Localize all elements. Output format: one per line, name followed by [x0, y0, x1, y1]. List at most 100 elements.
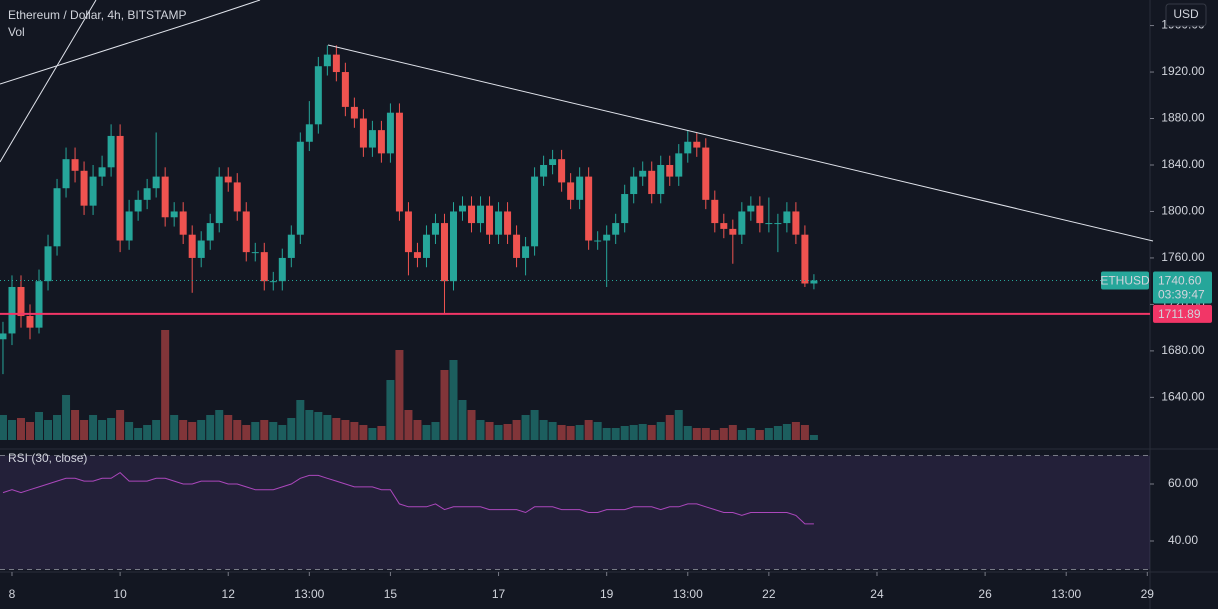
volume-bar	[161, 330, 170, 440]
candle-body	[801, 234, 809, 284]
candle-body	[621, 194, 629, 224]
volume-bar	[629, 425, 638, 440]
volume-bar	[746, 428, 755, 440]
candle-body	[477, 205, 485, 224]
volume-bar	[593, 422, 602, 440]
volume-bar	[260, 420, 269, 440]
candle-body	[783, 211, 791, 224]
candle-body	[224, 176, 232, 183]
volume-bar	[71, 410, 80, 440]
y-tick-label: 1640.00	[1161, 390, 1205, 404]
level-label: 1711.89	[1158, 307, 1201, 321]
candle-body	[558, 159, 566, 183]
y-tick-label: 1840.00	[1161, 157, 1205, 171]
volume-bar	[476, 420, 485, 440]
candle-body	[296, 141, 304, 235]
x-tick-label: 19	[600, 587, 614, 601]
candle-body	[540, 164, 548, 177]
volume-bar	[89, 415, 98, 440]
candle-body	[711, 199, 719, 224]
candle-body	[125, 211, 133, 241]
candle-body	[747, 205, 755, 212]
volume-bar	[53, 415, 62, 440]
volume-bar	[683, 426, 692, 440]
trend-line	[0, 0, 97, 163]
x-tick-label: 10	[113, 587, 127, 601]
candle-body	[98, 167, 106, 177]
x-tick-label: 8	[9, 587, 16, 601]
volume-bar	[701, 428, 710, 440]
volume-bar	[566, 426, 575, 440]
x-tick-label: 13:00	[673, 587, 703, 601]
candle-body	[233, 182, 241, 212]
x-tick-label: 26	[978, 587, 992, 601]
candle-body	[531, 176, 539, 247]
candle-body	[756, 205, 764, 224]
candle-body	[648, 170, 656, 195]
candle-body	[116, 135, 124, 241]
volume-bar	[242, 425, 251, 440]
volume-bar	[368, 428, 377, 440]
volume-bar	[35, 412, 44, 440]
candle-body	[170, 211, 178, 218]
rsi-line	[2, 471, 814, 525]
y-tick-label: 1680.00	[1161, 343, 1205, 357]
volume-bar	[143, 425, 152, 440]
candle-body	[395, 112, 403, 212]
volume-bar	[359, 425, 368, 440]
volume-bar	[395, 350, 404, 440]
candle-body	[80, 170, 88, 206]
volume-bar	[188, 422, 197, 440]
y-tick-label: 1920.00	[1161, 64, 1205, 78]
x-tick-label: 15	[384, 587, 398, 601]
candle-body	[693, 141, 701, 148]
currency-label[interactable]: USD	[1173, 7, 1199, 21]
candle-body	[206, 223, 214, 241]
trend-line	[199, 0, 261, 21]
candle-body	[269, 281, 277, 283]
volume-bar	[377, 426, 386, 440]
volume-bar	[341, 420, 350, 440]
x-tick-label: 13:00	[1051, 587, 1081, 601]
candle-body	[35, 281, 43, 328]
currency-button[interactable]	[1165, 3, 1207, 27]
volume-bar	[26, 422, 35, 440]
candle-body	[260, 252, 268, 282]
volume-bar	[422, 425, 431, 440]
candle-body	[513, 234, 521, 258]
volume-bar	[485, 422, 494, 440]
volume-bar	[197, 420, 206, 440]
volume-bar	[710, 430, 719, 440]
volume-bar	[251, 422, 260, 440]
candle-body	[576, 176, 584, 200]
volume-bar	[224, 415, 233, 440]
symbol-box	[1101, 271, 1149, 290]
chart-title: Ethereum / Dollar, 4h, BITSTAMP	[8, 8, 187, 22]
volume-bar	[107, 418, 116, 440]
volume-bar	[431, 422, 440, 440]
volume-bar	[809, 435, 818, 440]
volume-bar	[647, 425, 656, 440]
volume-bar	[413, 420, 422, 440]
candle-body	[504, 211, 512, 235]
volume-bar	[116, 410, 125, 440]
x-tick-label: 13:00	[294, 587, 324, 601]
volume-bar	[539, 420, 548, 440]
volume-bar	[728, 425, 737, 440]
level-label-box	[1153, 304, 1212, 323]
candle-body	[89, 176, 97, 206]
candle-body	[71, 159, 79, 171]
candle-body	[549, 159, 557, 165]
candle-body	[215, 176, 223, 224]
candle-body	[377, 130, 385, 154]
rsi-band	[0, 455, 1150, 570]
candle-body	[639, 170, 647, 177]
y-tick-label: 1800.00	[1161, 204, 1205, 218]
x-tick-label: 22	[762, 587, 776, 601]
volume-bar	[620, 426, 629, 440]
candle-body	[350, 106, 358, 119]
volume-bar	[44, 420, 53, 440]
candle-body	[179, 211, 187, 235]
last-price-label: 1740.60	[1158, 274, 1202, 288]
